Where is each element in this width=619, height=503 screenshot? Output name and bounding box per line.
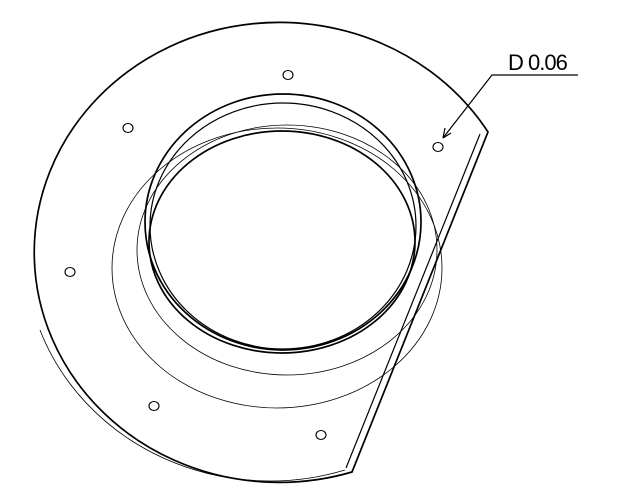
callout-label: D 0.06: [508, 50, 568, 75]
bolt-hole: [432, 141, 444, 153]
bolt-hole: [315, 429, 327, 441]
hub-flare-circle: [136, 124, 438, 376]
bolt-hole: [64, 266, 76, 278]
bore-inner-rim: [149, 102, 417, 350]
hub-base-circle: [111, 127, 443, 409]
callout-arrowhead: [442, 127, 452, 139]
flange-outline: [33, 21, 489, 484]
callout-leader: [442, 74, 578, 139]
bolt-hole: [122, 122, 134, 134]
bore-outer-rim: [144, 93, 422, 351]
flange-rim-edge: [39, 329, 346, 482]
bolt-hole: [282, 69, 294, 81]
bolt-hole: [148, 400, 160, 412]
bore-back-rim: [148, 130, 416, 354]
cut-edge-inner: [345, 133, 481, 469]
